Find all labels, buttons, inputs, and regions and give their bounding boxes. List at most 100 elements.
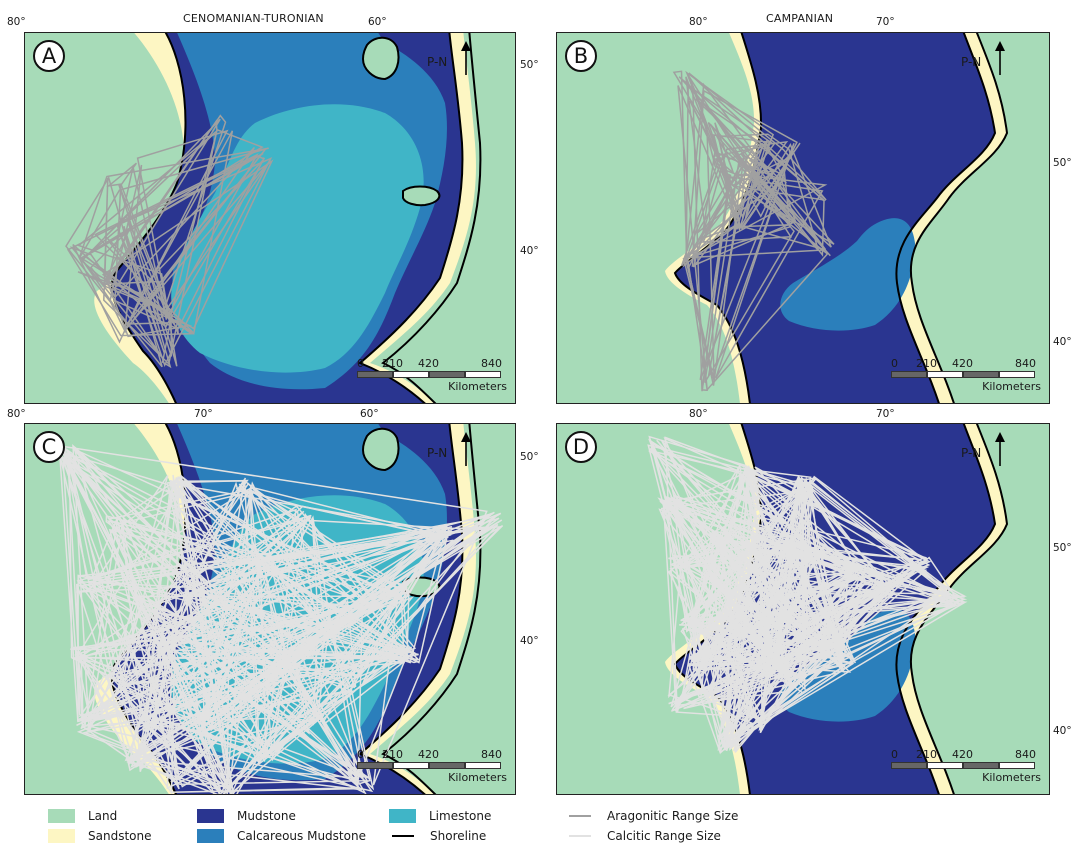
land-east — [383, 33, 515, 403]
calcitic-range-polygon — [61, 445, 291, 794]
calcitic-range-polygon — [84, 508, 374, 793]
calcitic-range-polygon — [107, 488, 410, 726]
calcitic-range-polygon — [143, 480, 363, 731]
scale-segment — [927, 762, 963, 769]
calc-mudstone-swatch — [197, 829, 224, 843]
north-arrow-a: P-N — [427, 41, 471, 77]
scale-label: 0 — [891, 357, 898, 370]
lon-tick-c-60: 60° — [360, 408, 379, 420]
island-east — [402, 185, 441, 207]
aragonitic-range-polygon — [101, 159, 274, 330]
scale-segment — [963, 371, 999, 378]
scale-label: 210 — [916, 748, 937, 761]
calcitic-range-polygon — [362, 515, 489, 685]
north-label-d: P-N — [961, 446, 982, 460]
scale-segment — [999, 371, 1035, 378]
lat-tick-c-50: 50° — [520, 451, 539, 463]
map-panel-a: A P-N 0 210 420 840 Kilometers — [24, 32, 516, 404]
mudstone-swatch — [197, 809, 224, 823]
calcitic-range-polygon — [680, 477, 950, 626]
aragonitic-range-polygon — [688, 72, 827, 201]
land-east — [910, 424, 1049, 794]
calcitic-range-polygon — [663, 500, 745, 623]
calcitic-range-polygon — [117, 490, 329, 781]
scale-label: 420 — [418, 357, 439, 370]
aragonitic-range-polygon — [65, 175, 163, 368]
calcitic-range-polygon — [76, 479, 367, 794]
limestone-zone — [171, 104, 424, 373]
aragonitic-range-polygon — [118, 184, 173, 357]
legend-land-label: Land — [88, 809, 118, 823]
aragonitic-range-polygon — [691, 151, 828, 258]
calcitic-range-polygon — [670, 539, 751, 696]
calcitic-range-polygon — [172, 474, 357, 794]
title-cenomanian-turonian: CENOMANIAN-TURONIAN — [183, 12, 324, 25]
scale-segment — [927, 371, 963, 378]
north-arrow-c: P-N — [427, 432, 471, 468]
map-a-svg — [65, 33, 515, 403]
legend-aragonitic-label: Aragonitic Range Size — [607, 809, 739, 823]
shoreline-east — [381, 424, 482, 794]
scale-segment — [465, 762, 501, 769]
legend-limestone-label: Limestone — [429, 809, 492, 823]
north-label-c: P-N — [427, 446, 448, 460]
map-panel-d: D P-N 0 210 420 840 Kilometers — [556, 423, 1050, 795]
lat-tick-b-40: 40° — [1053, 336, 1072, 348]
scale-segment — [429, 762, 465, 769]
scale-label: 0 — [891, 748, 898, 761]
lat-tick-a-40: 40° — [520, 245, 539, 257]
calcitic-range-polygon — [327, 594, 410, 658]
title-campanian: CAMPANIAN — [766, 12, 834, 25]
calcitic-range-polygon — [750, 474, 932, 581]
sandstone-swatch — [48, 829, 75, 843]
legend-limestone: Limestone — [389, 809, 491, 823]
aragonitic-range-polygon — [106, 162, 138, 188]
calcitic-range-polygon — [744, 480, 843, 672]
legend-calc-mudstone: Calcareous Mudstone — [197, 829, 366, 843]
legend-land: Land — [48, 809, 117, 823]
scale-label: 840 — [481, 357, 502, 370]
north-label-b: P-N — [961, 55, 982, 69]
scale-segment — [357, 762, 393, 769]
calcitic-range-polygon — [62, 457, 325, 794]
scale-label: 840 — [1015, 748, 1036, 761]
map-panel-b: B P-N 0 210 420 840 Kilometers — [556, 32, 1050, 404]
calcitic-range-polygon — [660, 468, 794, 692]
scale-units: Kilometers — [982, 771, 1041, 784]
aragonitic-range-polygon — [108, 155, 266, 331]
limestone-swatch — [389, 809, 416, 823]
calcitic-range-polygon — [670, 546, 846, 652]
north-label-a: P-N — [427, 55, 448, 69]
scale-label: 420 — [418, 748, 439, 761]
calcitic-range-polygon — [673, 495, 928, 671]
calcitic-range-polygon — [141, 530, 453, 730]
scale-segment — [393, 762, 429, 769]
calcitic-range-polygon — [170, 480, 405, 787]
north-arrow-d: P-N — [961, 432, 1005, 468]
aragonitic-range-polygon — [107, 146, 256, 338]
calcitic-range-polygon — [683, 534, 774, 739]
aragonitic-line — [569, 815, 591, 817]
legend-calcitic-label: Calcitic Range Size — [607, 829, 721, 843]
calcitic-line — [569, 835, 591, 837]
lat-tick-d-40: 40° — [1053, 725, 1072, 737]
calcitic-range-polygon — [688, 548, 772, 621]
scale-label: 210 — [382, 357, 403, 370]
calcitic-range-polygon — [725, 578, 965, 748]
aragonitic-range-polygon — [77, 130, 218, 367]
scale-segment — [891, 371, 927, 378]
calcitic-range-polygon — [161, 606, 362, 649]
aragonitic-range-polygon — [77, 225, 169, 354]
panel-label-c: C — [33, 431, 65, 463]
lon-tick-a-60: 60° — [368, 16, 387, 28]
calcitic-range-polygon — [238, 483, 410, 659]
scale-label: 210 — [916, 357, 937, 370]
calcitic-range-polygon — [659, 465, 812, 667]
scale-units: Kilometers — [448, 771, 507, 784]
scale-segment — [465, 371, 501, 378]
aragonitic-range-polygon — [80, 159, 272, 328]
scale-segment — [999, 762, 1035, 769]
panel-label-d: D — [565, 431, 597, 463]
calcitic-range-polygon — [710, 529, 914, 734]
map-panel-c: C P-N 0 210 420 840 Kilometers — [24, 423, 516, 795]
